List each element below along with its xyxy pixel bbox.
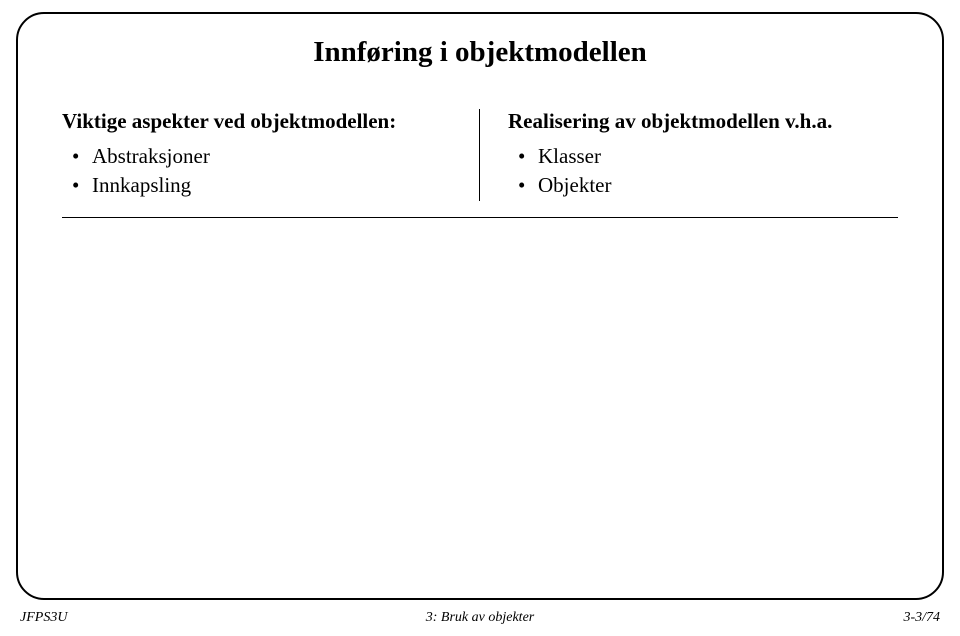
left-column: Viktige aspekter ved objektmodellen: Abs… [62, 109, 480, 201]
right-list: Klasser Objekter [508, 142, 878, 201]
columns-container: Viktige aspekter ved objektmodellen: Abs… [62, 109, 898, 201]
right-heading: Realisering av objektmodellen v.h.a. [508, 109, 878, 134]
footer-left: JFPS3U [20, 610, 67, 626]
footer-right: 3-3/74 [903, 610, 940, 626]
left-list: Abstraksjoner Innkapsling [62, 142, 459, 201]
horizontal-divider [62, 217, 898, 218]
list-item: Innkapsling [92, 171, 459, 200]
slide-footer: JFPS3U 3: Bruk av objekter 3-3/74 [20, 610, 940, 626]
slide-frame: Innføring i objektmodellen Viktige aspek… [16, 12, 944, 600]
slide-title: Innføring i objektmodellen [62, 36, 898, 69]
list-item: Abstraksjoner [92, 142, 459, 171]
left-heading: Viktige aspekter ved objektmodellen: [62, 109, 459, 134]
list-item: Klasser [538, 142, 878, 171]
footer-center: 3: Bruk av objekter [426, 610, 534, 626]
list-item: Objekter [538, 171, 878, 200]
right-column: Realisering av objektmodellen v.h.a. Kla… [480, 109, 898, 201]
